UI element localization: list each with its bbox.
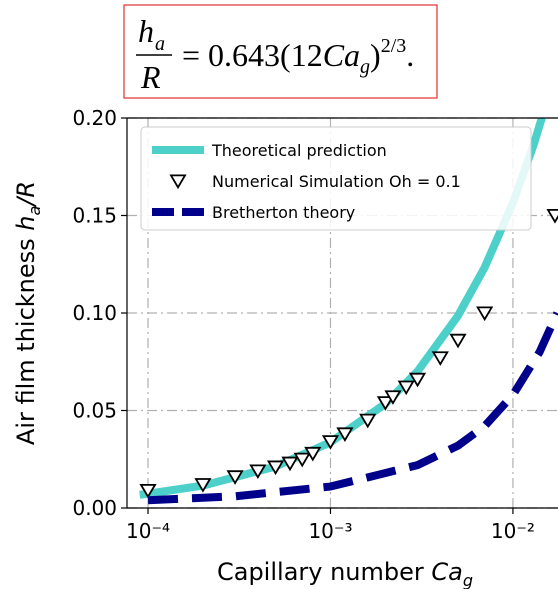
data-point [397,380,415,396]
data-point [321,435,340,450]
data-point [336,427,354,442]
data-point [304,446,322,462]
legend-label: Theoretical prediction [211,141,387,160]
legend-label: Bretherton theory [212,203,355,222]
eq-var-sub: g [360,56,370,78]
legend: Theoretical prediction Numerical Simulati… [140,126,532,231]
legend-marker [169,174,187,190]
y-tick-label: 0.00 [72,496,117,520]
eq-exp: 2/3 [381,35,407,57]
data-point [384,390,402,405]
eq-close: ) [370,37,381,73]
data-point [408,372,427,388]
equation-box [123,4,438,99]
equation: h a R = 0.643(12Cag)2/3. [136,13,414,95]
legend-label: Numerical Simulation Oh = 0.1 [212,172,461,191]
legend-box [140,126,532,231]
data-point [431,351,449,366]
x-axis-label: Capillary number Cag [217,558,473,589]
x-label-var: Ca [431,558,462,586]
y-tick-label: 0.15 [72,204,117,228]
data-point [194,478,212,493]
data-point [359,413,377,429]
y-tick-label: 0.10 [72,301,117,325]
eq-var: Ca [323,37,360,73]
y-tick-label: 0.05 [72,399,117,423]
data-point [226,470,244,485]
data-point [546,209,558,224]
y-label-var: h [12,215,40,230]
y-tick-label: 0.20 [72,106,117,130]
x-tick-label: 10⁻⁴ [126,519,170,543]
x-label-sub: g [463,571,473,589]
data-point [266,460,285,476]
x-tick-label: 10⁻² [491,519,535,543]
y-label-rest: /R [12,181,40,208]
eq-den: R [140,59,161,95]
data-point [376,396,394,411]
data-point [476,306,494,322]
data-point [449,333,467,349]
eq-rhs-text: = 0.643(12 [182,37,323,73]
eq-num-sub: a [155,33,165,55]
y-axis-label: Air film thickness ha/R [12,181,44,445]
x-label-text: Capillary number [217,558,431,586]
data-point [293,452,311,468]
y-label-text: Air film thickness [12,231,40,445]
x-tick-label: 10⁻³ [308,519,352,543]
eq-num: h [138,13,154,49]
data-point [139,483,157,499]
series-line [147,311,558,505]
eq-rhs: = 0.643(12Cag)2/3. [182,35,414,78]
eq-end: . [406,37,414,73]
y-label-sub: a [25,206,44,216]
data-point [281,456,299,472]
ticks: 0.00 0.05 0.10 0.15 0.20 10⁻⁴ 10⁻³ 10⁻² [72,106,534,543]
data-point [249,464,267,480]
